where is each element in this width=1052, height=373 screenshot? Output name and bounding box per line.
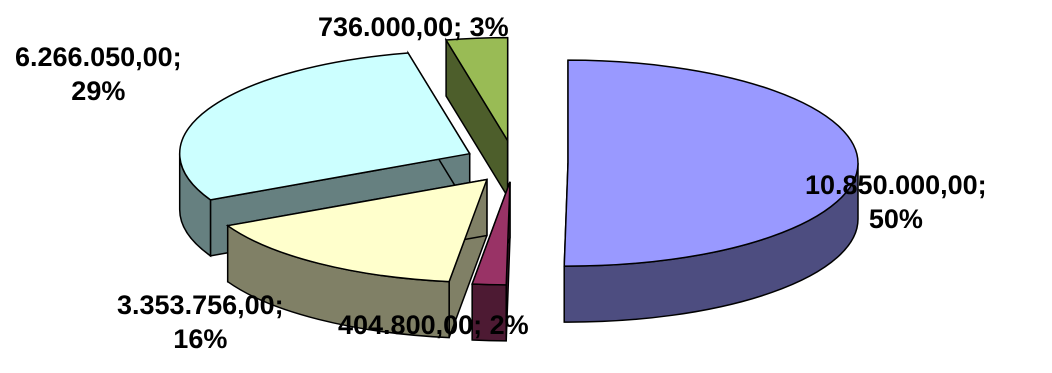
- data-label-slice-1: 10.850.000,00; 50%: [805, 168, 987, 236]
- data-label-slice-4: 6.266.050,00; 29%: [15, 40, 182, 108]
- data-label-slice-3-value: 3.353.756,00;: [117, 290, 284, 320]
- pie-slice-4-top: [178, 52, 471, 201]
- data-label-slice-4-percent: 29%: [71, 76, 126, 106]
- pie-slice-3: [225, 178, 489, 339]
- pie-slice-5: [444, 36, 509, 200]
- pie-slice-1: [563, 59, 859, 323]
- data-label-slice-3: 3.353.756,00; 16%: [117, 288, 284, 356]
- data-label-slice-2-value: 404.800,00; 2%: [338, 310, 529, 340]
- pie-slice-5-top: [444, 36, 509, 144]
- data-label-slice-5-value: 736.000,00; 3%: [318, 12, 509, 42]
- data-label-slice-5: 736.000,00; 3%: [318, 10, 509, 44]
- data-label-slice-2: 404.800,00; 2%: [338, 308, 529, 342]
- data-label-slice-3-percent: 16%: [173, 324, 228, 354]
- data-label-slice-1-percent: 50%: [868, 204, 923, 234]
- pie-slice-3-top: [225, 178, 489, 283]
- data-label-slice-1-value: 10.850.000,00;: [805, 170, 987, 200]
- pie-slices: [178, 36, 859, 342]
- pie-slice-1-top: [563, 59, 859, 267]
- data-label-slice-4-value: 6.266.050,00;: [15, 42, 182, 72]
- pie-slice-2: [471, 181, 511, 342]
- pie-slice-2-top: [471, 181, 511, 286]
